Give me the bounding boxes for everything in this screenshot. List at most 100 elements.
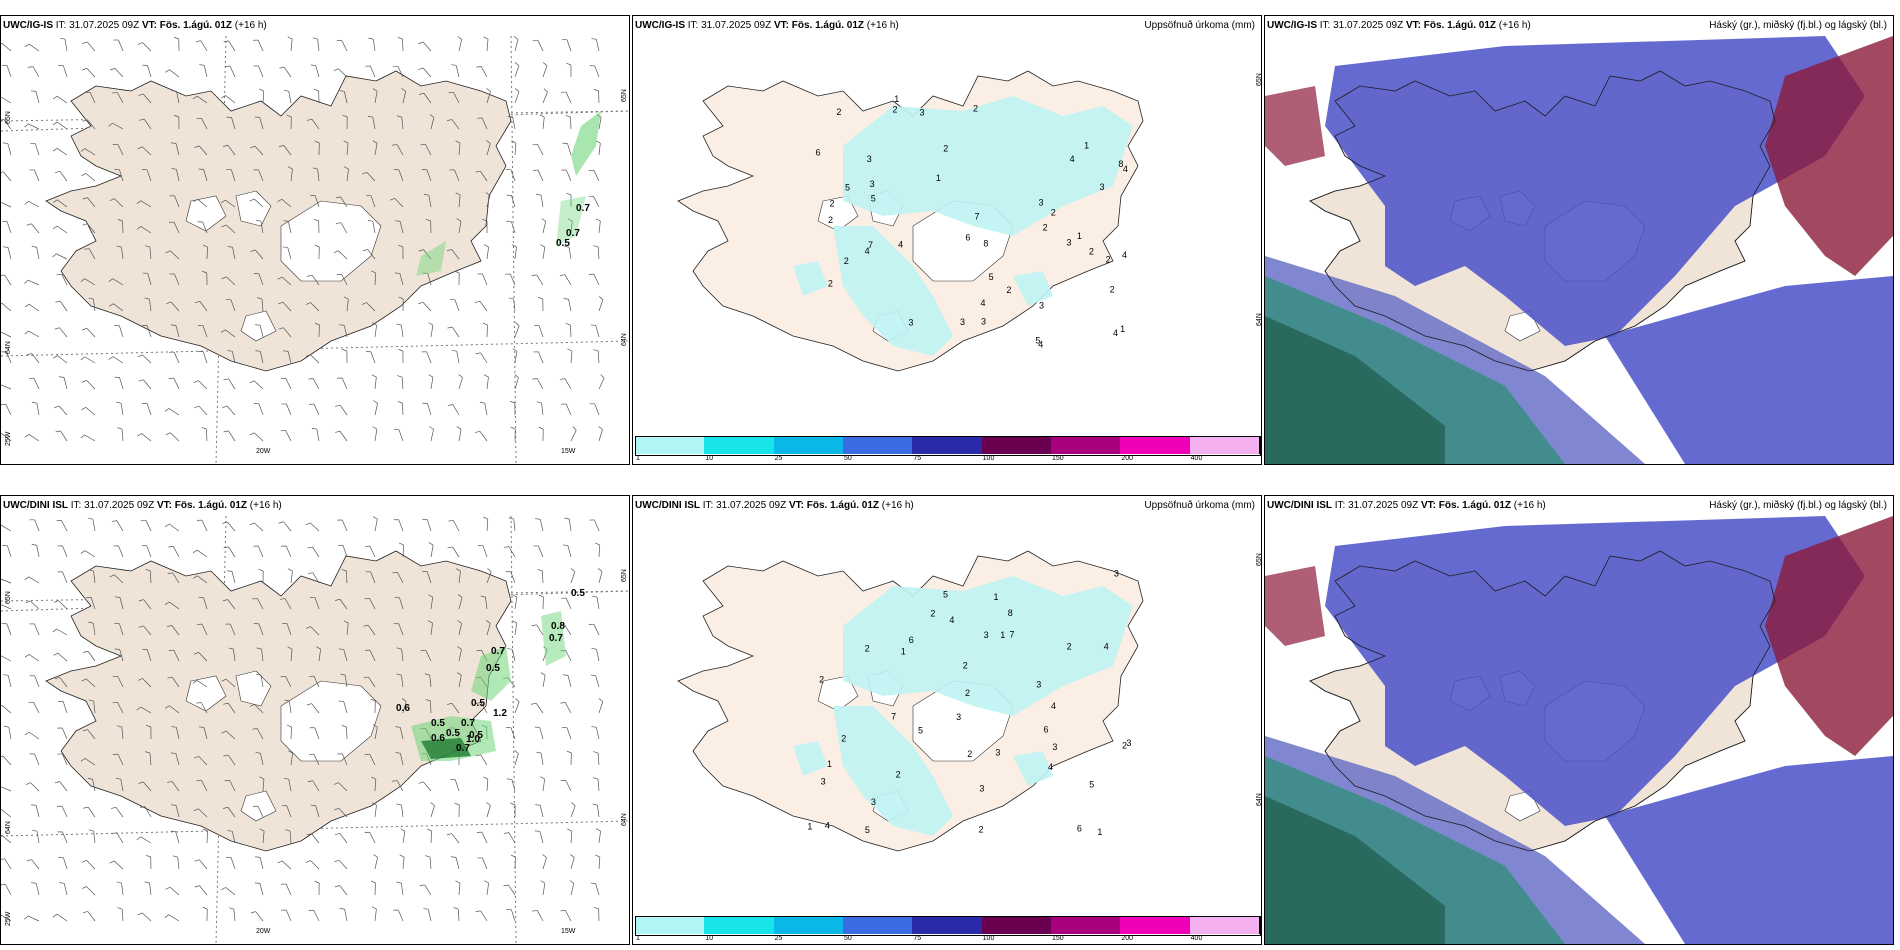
- wind-barb: [508, 546, 516, 558]
- wind-barb: [455, 65, 460, 78]
- init-time: 31.07.2025 09Z: [701, 20, 772, 31]
- valid-time: Fös. 1.ágú. 01Z: [1438, 500, 1511, 511]
- wind-barb: [598, 831, 601, 844]
- wind-barb: [33, 702, 40, 714]
- wind-barb: [32, 66, 40, 78]
- wind-barb: [93, 299, 96, 312]
- precip-value: 6: [1077, 823, 1082, 833]
- wind-barb: [36, 831, 40, 844]
- wind-barb: [451, 833, 460, 844]
- wind-barb: [425, 144, 432, 156]
- wind-barb: [202, 325, 208, 338]
- latitude-label: 25W: [5, 431, 12, 446]
- wind-barb: [422, 301, 432, 312]
- glacier: [185, 195, 227, 232]
- wind-barb: [36, 247, 40, 260]
- wind-barb: [482, 857, 488, 870]
- wind-barb: [1, 524, 12, 532]
- wind-barb: [89, 91, 96, 104]
- precip-value: 7: [868, 240, 873, 250]
- wind-barb: [196, 95, 208, 104]
- wind-barb: [338, 250, 348, 260]
- wind-barb: [92, 779, 96, 792]
- wind-barb: [93, 831, 96, 844]
- wind-barb: [254, 145, 264, 156]
- wind-barb: [290, 726, 292, 740]
- gust-value: 0.7: [456, 743, 470, 754]
- mid-cloud: [1605, 756, 1893, 944]
- panel-title: Háský (gr.), miðský (fj.bl.) og lágský (…: [1709, 500, 1887, 511]
- cloud-map: [1265, 36, 1893, 464]
- wind-barb: [258, 623, 264, 636]
- wind-barb: [343, 649, 348, 662]
- wind-barb: [116, 520, 124, 532]
- wind-barb: [399, 727, 404, 740]
- wind-barb: [1, 786, 12, 792]
- wind-barb: [458, 143, 461, 156]
- wind-barb: [541, 570, 544, 584]
- gust-value: 1.2: [493, 708, 507, 719]
- wind-barb: [374, 727, 378, 740]
- wind-barb: [229, 65, 236, 78]
- wind-barb: [197, 199, 208, 208]
- wind-barb: [175, 325, 180, 338]
- precip-value: 2: [844, 256, 849, 266]
- gust-value: 0.5: [446, 728, 460, 739]
- wind-barb: [85, 678, 96, 688]
- wind-barb: [258, 65, 264, 78]
- precip-value: 3: [1114, 569, 1119, 579]
- precip-area: [833, 706, 953, 836]
- wind-barb: [598, 143, 601, 156]
- wind-barb: [597, 753, 600, 766]
- wind-barb: [87, 651, 96, 662]
- low-cloud: [1265, 316, 1445, 464]
- wind-barb: [199, 859, 208, 870]
- wind-barb: [313, 910, 320, 922]
- wind-barb: [370, 195, 376, 208]
- wind-barb: [61, 274, 68, 286]
- gust-value: 0.5: [471, 698, 485, 709]
- wind-barb: [542, 675, 546, 688]
- wind-barb: [423, 93, 432, 104]
- wind-barb: [87, 911, 96, 922]
- wind-barb: [510, 571, 516, 584]
- wind-barb: [458, 883, 461, 896]
- wind-barb: [402, 701, 407, 714]
- wind-barb: [262, 831, 265, 844]
- wind-barb: [198, 756, 208, 766]
- wind-barbs: [1, 516, 604, 922]
- wind-barb: [150, 570, 152, 584]
- cloud-map: [1265, 516, 1893, 944]
- wind-barb: [594, 519, 600, 532]
- wind-barb: [145, 520, 152, 532]
- wind-barb: [58, 405, 68, 416]
- wind-barb: [290, 169, 293, 182]
- wind-barb: [570, 831, 573, 844]
- precip-area: [1013, 271, 1053, 306]
- precip-areas: [793, 576, 1133, 836]
- wind-barb: [258, 273, 264, 286]
- wind-barb: [169, 69, 180, 78]
- precip-value: 3: [1099, 182, 1104, 192]
- high-cloud: [1765, 36, 1893, 276]
- wind-barb: [117, 702, 124, 714]
- wind-barb: [176, 169, 180, 182]
- precip-value: 2: [1110, 285, 1115, 295]
- panel-header: UWC/DINI ISL IT: 31.07.2025 09Z VT: Fös.…: [1, 496, 629, 516]
- vt-label: VT:: [788, 500, 804, 511]
- wind-barb: [597, 805, 600, 818]
- wind-barb: [84, 550, 96, 558]
- wind-barb: [310, 860, 320, 870]
- wind-barb: [283, 521, 292, 532]
- wind-barb: [454, 169, 460, 182]
- wind-barb: [341, 274, 348, 286]
- wind-barb: [33, 377, 40, 390]
- precip-value: 2: [841, 733, 846, 743]
- wind-barb: [173, 351, 180, 364]
- wind-barb: [114, 198, 124, 208]
- wind-barb: [230, 299, 236, 312]
- wind-barb: [117, 144, 124, 156]
- precip-value: 8: [983, 239, 988, 249]
- wind-barb: [205, 428, 208, 442]
- precip-value: 3: [1039, 300, 1044, 310]
